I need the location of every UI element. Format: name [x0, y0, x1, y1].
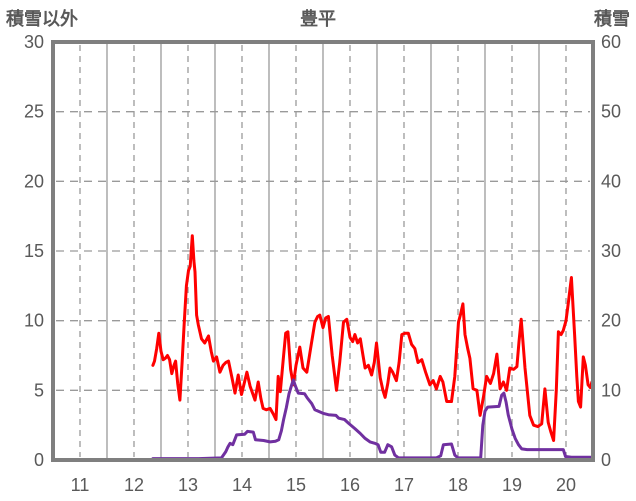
right-axis-tick-label: 20: [601, 311, 621, 331]
right-axis-ticks: 0 10 20 30 40 50 60: [601, 32, 621, 470]
chart-title: 豊平: [300, 9, 336, 29]
left-axis-tick-label: 25: [24, 102, 44, 122]
x-axis-tick-label: 15: [286, 475, 306, 495]
series-line-purple: [151, 378, 594, 461]
right-axis-tick-label: 30: [601, 241, 621, 261]
left-axis-tick-label: 5: [34, 380, 44, 400]
x-axis-tick-label: 14: [232, 475, 252, 495]
left-axis-tick-label: 10: [24, 311, 44, 331]
x-axis-tick-label: 19: [502, 475, 522, 495]
v-dashed-gridlines: [79, 45, 567, 457]
left-axis-ticks: 0 5 10 15 20 25 30: [24, 32, 44, 470]
right-axis-tick-label: 10: [601, 380, 621, 400]
left-axis-tick-label: 15: [24, 241, 44, 261]
series-line-red: [151, 234, 594, 442]
left-axis-tick-label: 20: [24, 171, 44, 191]
x-axis-tick-label: 12: [124, 475, 144, 495]
right-axis-tick-label: 0: [601, 450, 611, 470]
left-axis-tick-label: 30: [24, 32, 44, 52]
x-axis-tick-label: 13: [178, 475, 198, 495]
x-axis-tick-label: 18: [448, 475, 468, 495]
x-axis-tick-label: 16: [340, 475, 360, 495]
right-axis-tick-label: 40: [601, 171, 621, 191]
right-axis-title: 積雪: [594, 9, 630, 29]
x-axis-tick-label: 17: [394, 475, 414, 495]
left-axis-title: 積雪以外: [6, 9, 78, 29]
x-axis-tick-label: 11: [71, 475, 90, 495]
right-axis-tick-label: 60: [601, 32, 621, 52]
x-axis-ticks: 11 12 13 14 15 16 17 18 19 20: [71, 475, 576, 495]
right-axis-tick-label: 50: [601, 102, 621, 122]
plot-border: [51, 40, 595, 462]
h-dashed-gridlines: [56, 111, 590, 391]
x-axis-tick-label: 20: [556, 475, 576, 495]
left-axis-tick-label: 0: [34, 450, 44, 470]
